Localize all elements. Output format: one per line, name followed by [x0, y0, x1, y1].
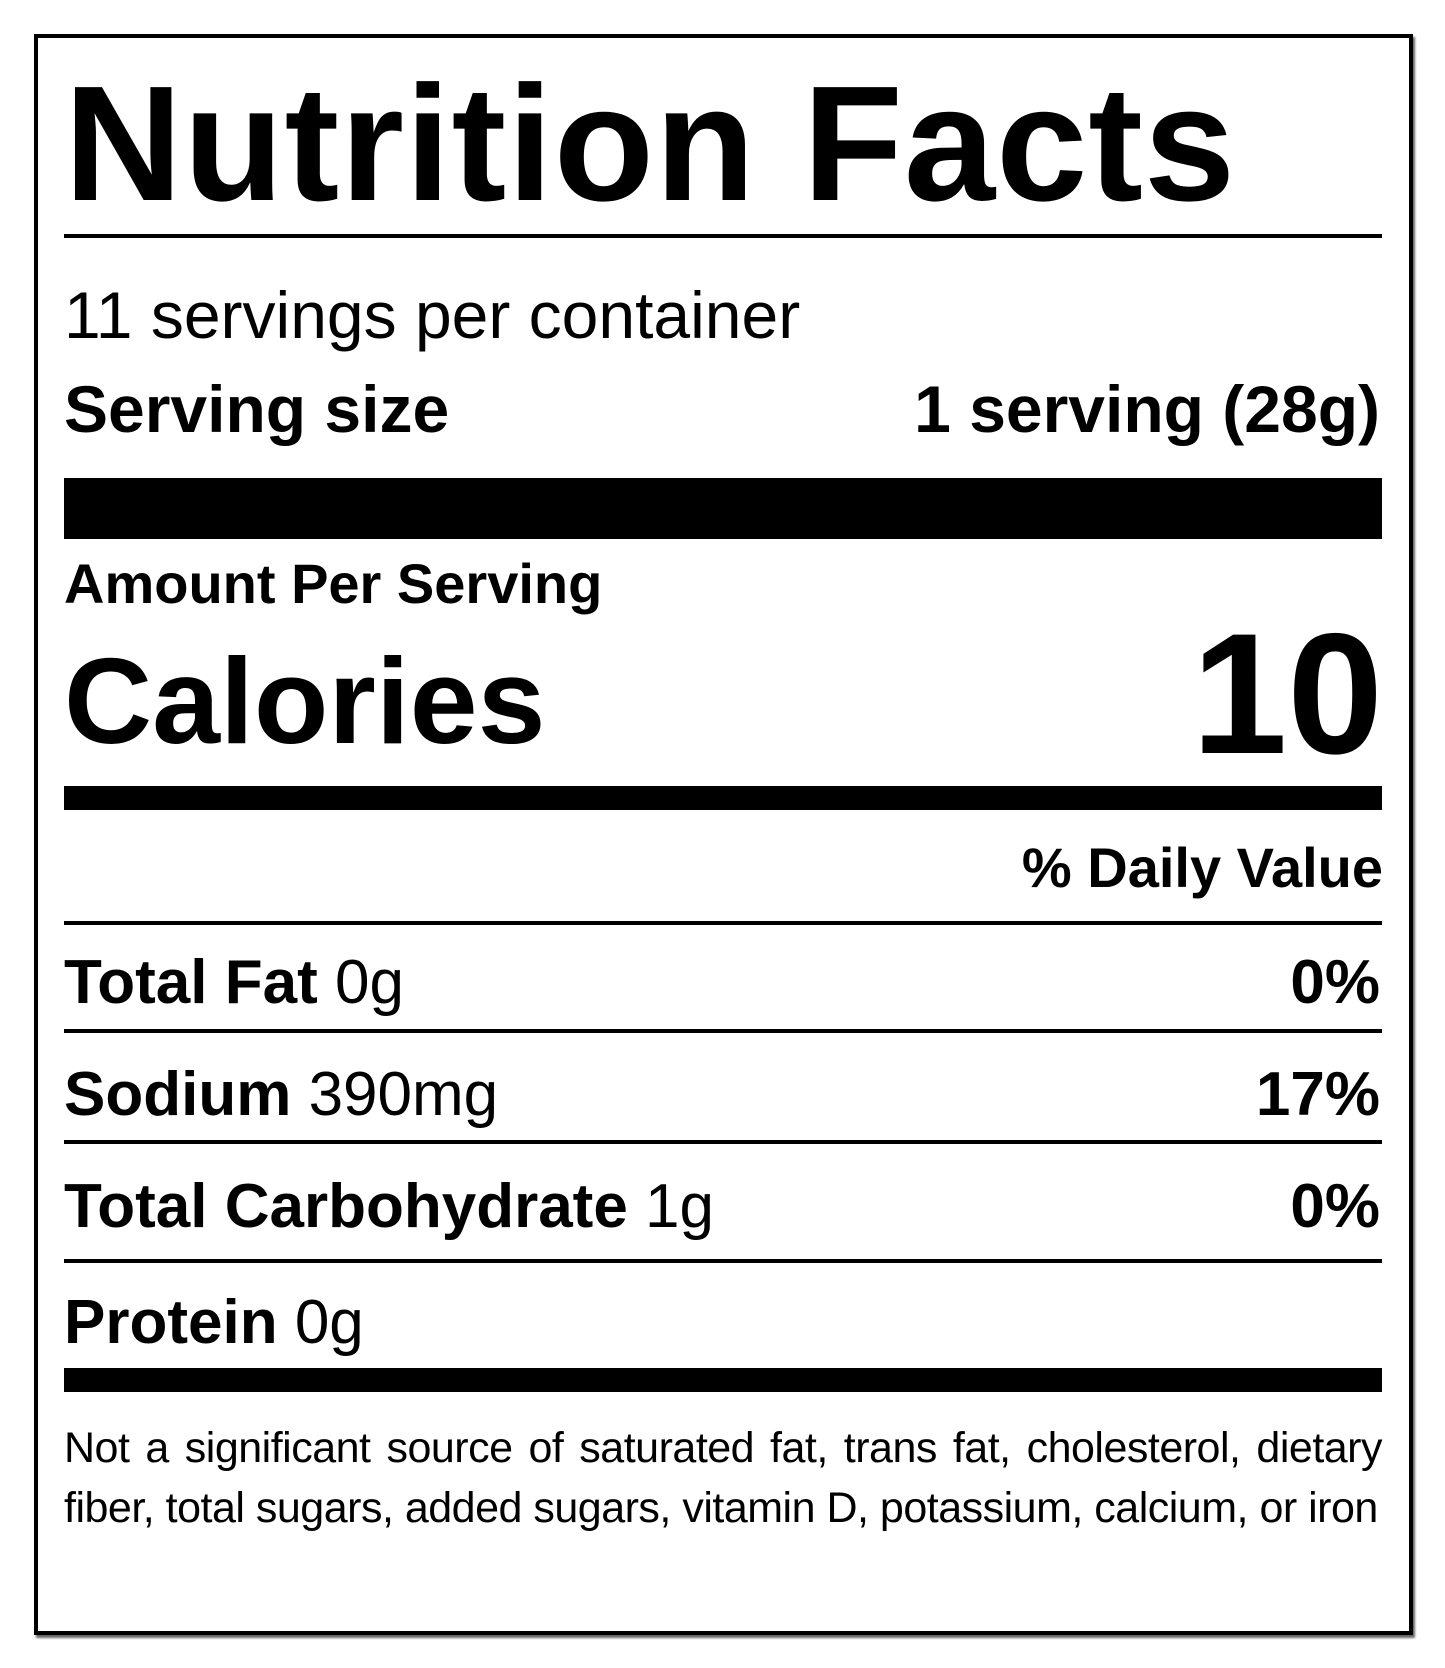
nutrient-name: Protein: [64, 1288, 278, 1357]
serving-size-value: 1 serving (28g): [914, 372, 1380, 446]
nutrient-name: Sodium: [64, 1060, 292, 1129]
calories-value: 10: [1191, 598, 1383, 790]
divider: [64, 921, 1382, 925]
daily-value-header: % Daily Value: [1021, 836, 1383, 899]
nutrient-row-sodium: Sodium 390mg 17%: [64, 1064, 1380, 1126]
divider: [64, 1029, 1382, 1033]
nutrient-amount: 0g: [334, 948, 404, 1017]
nutrient-row-total-carbohydrate: Total Carbohydrate 1g 0%: [64, 1176, 1380, 1238]
divider: [64, 1140, 1382, 1144]
nutrient-dv: 0%: [1290, 1172, 1380, 1241]
nutrient-amount: 0g: [294, 1288, 364, 1357]
medium-divider: [64, 786, 1382, 810]
nutrient-dv: 0%: [1290, 948, 1380, 1017]
medium-divider: [64, 1368, 1382, 1392]
nutrient-row-protein: Protein 0g: [64, 1292, 1380, 1354]
thick-divider: [64, 478, 1382, 539]
serving-size-row: Serving size 1 serving (28g): [64, 376, 1380, 442]
serving-size-label: Serving size: [64, 372, 450, 446]
divider: [64, 1259, 1382, 1263]
nutrient-row-total-fat: Total Fat 0g 0%: [64, 952, 1380, 1014]
nutrition-label-border: [34, 34, 1413, 1635]
footnote: Not a significant source of saturated fa…: [64, 1424, 1383, 1532]
amount-per-serving: Amount Per Serving: [64, 552, 603, 615]
nutrient-name: Total Fat: [64, 948, 318, 1017]
servings-per-container: 11 servings per container: [64, 278, 801, 352]
nutrient-amount: 390mg: [308, 1060, 499, 1129]
divider: [64, 234, 1382, 238]
nutrient-amount: 1g: [645, 1172, 715, 1241]
nutrient-name: Total Carbohydrate: [64, 1172, 628, 1241]
calories-label: Calories: [64, 633, 546, 769]
nutrient-dv: 17%: [1255, 1060, 1380, 1129]
label-title: Nutrition Facts: [64, 52, 1237, 235]
